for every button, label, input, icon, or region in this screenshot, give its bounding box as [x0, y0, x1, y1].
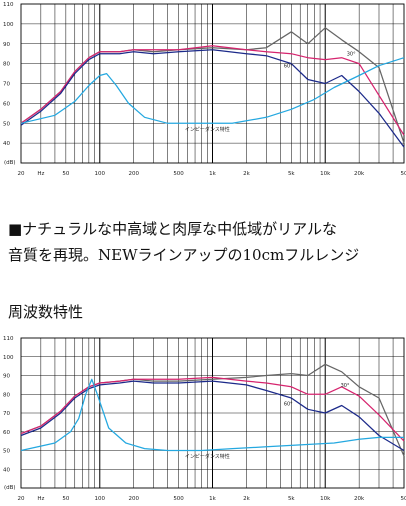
y-tick-label: 110 — [3, 2, 14, 8]
frequency-response-chart-top: 110 100 90 80 70 60 50 40 (dB) 20 Hz 50 100 200 500 1k 2… — [0, 0, 406, 182]
chart-svg-top: 110 100 90 80 70 60 50 40 (dB)20 Hz 50 100 200 500 1k 2… — [3, 2, 406, 177]
y-tick-label: 80 — [3, 62, 10, 68]
chart-annotation: 60° — [284, 64, 293, 70]
series-line-3 — [20, 57, 405, 124]
series-line-2 — [20, 380, 405, 452]
x-tick-label: 50 — [62, 171, 69, 177]
section-title: 周波数特性 — [8, 303, 84, 321]
series-line-2 — [20, 49, 405, 148]
y-tick-label: 90 — [3, 374, 10, 380]
x-tick-label: 100 — [95, 171, 106, 177]
y-tick-label: 70 — [3, 82, 10, 88]
x-tick-label: 500 — [173, 496, 184, 502]
series-line-1 — [20, 376, 405, 442]
x-tick-label: 5k — [288, 496, 295, 502]
chart-annotation: インピーダンス特性 — [185, 453, 230, 460]
x-tick-label: 200 — [128, 496, 139, 502]
x-tick-label: 1k — [209, 496, 216, 502]
chart-annotation: 30° — [347, 52, 356, 58]
y-tick-label: 100 — [3, 355, 14, 361]
y-tick-label: 60 — [3, 101, 10, 107]
y-axis-label: (dB) — [4, 485, 16, 491]
series-line-3 — [20, 378, 404, 452]
x-tick-label: 1k — [209, 171, 216, 177]
chart-svg-bottom: 110 100 90 80 70 60 50 40 (dB)20 Hz 50 100 200 500 1k 2… — [3, 336, 406, 502]
y-tick-label: 40 — [3, 141, 10, 147]
y-tick-label: 100 — [3, 22, 14, 28]
chart-annotation: 60° — [284, 402, 293, 408]
y-tick-label: 40 — [3, 467, 10, 473]
x-tick-label: 20k — [354, 496, 365, 502]
x-tick-label: 10k — [320, 171, 331, 177]
y-tick-label: 60 — [3, 430, 10, 436]
chart-annotation: インピーダンス特性 — [185, 126, 230, 133]
x-tick-label: 5k — [288, 171, 295, 177]
x-tick-label: 20k — [354, 171, 365, 177]
x-tick-label: 50 — [401, 496, 406, 502]
x-tick-label: 200 — [128, 171, 139, 177]
y-tick-label: 80 — [3, 392, 10, 398]
x-tick-label: 50 — [401, 171, 406, 177]
series-line-1 — [20, 45, 405, 136]
x-tick-label: 10k — [320, 496, 331, 502]
y-tick-label: 110 — [3, 336, 14, 342]
description-line-1: ■ナチュラルな中高域と肉厚な中低域がリアルな — [8, 220, 338, 238]
y-tick-label: 50 — [3, 121, 10, 127]
x-tick-label: 2k — [243, 171, 250, 177]
description-line-2: 音質を再現。NEWラインアップの10cmフルレンジ — [8, 246, 360, 264]
chart-annotation: 30° — [341, 383, 350, 389]
y-axis-label: (dB) — [4, 160, 16, 166]
y-tick-label: 90 — [3, 42, 10, 48]
x-tick-label: 2k — [243, 496, 250, 502]
x-tick-label: 50 — [62, 496, 69, 502]
frequency-response-chart-bottom: 110 100 90 80 70 60 50 40 (dB) 20 Hz 50 100 200 500 1k 2… — [0, 328, 406, 506]
x-tick-label: Hz — [37, 496, 44, 502]
x-tick-label: 20 — [18, 496, 25, 502]
x-tick-label: 500 — [173, 171, 184, 177]
y-tick-label: 50 — [3, 449, 10, 455]
y-tick-label: 70 — [3, 411, 10, 417]
x-tick-label: Hz — [37, 171, 44, 177]
x-tick-label: 100 — [95, 496, 106, 502]
x-tick-label: 20 — [18, 171, 25, 177]
